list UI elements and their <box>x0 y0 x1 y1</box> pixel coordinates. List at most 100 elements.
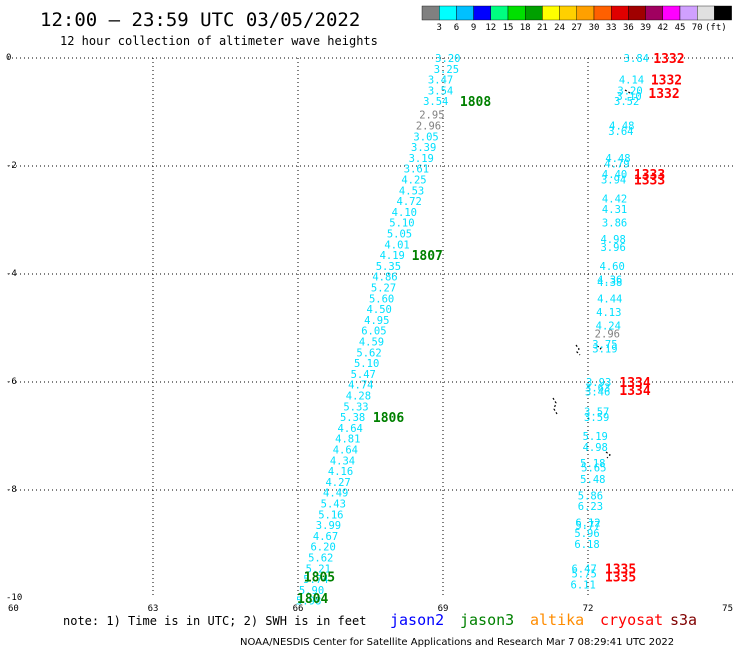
wave-height-value: 4.10 <box>392 207 417 219</box>
wave-height-value: 3.96 <box>600 242 625 254</box>
x-tick-label: 69 <box>438 604 449 614</box>
legend-tick-label: 6 <box>454 23 459 33</box>
wave-height-value: 6.20 <box>310 542 335 554</box>
y-tick-label: 0 <box>6 53 11 63</box>
pass-number-label: 1332 <box>653 52 684 67</box>
wave-height-value: 6.47 <box>571 563 596 575</box>
satellite-legend: jason2 jason3 altika cryosat s3a <box>390 611 697 629</box>
x-tick-label: 60 <box>8 604 19 614</box>
wave-height-value: 5.74 <box>303 574 328 586</box>
legend-swatch <box>662 5 681 21</box>
wave-height-value: 4.98 <box>583 442 608 454</box>
wave-height-value: 3.39 <box>411 142 436 154</box>
legend-swatch <box>645 5 663 21</box>
wave-height-value: 3.25 <box>434 64 459 76</box>
wave-height-value: 5.75 <box>571 569 596 581</box>
wave-height-value: 5.27 <box>371 283 396 295</box>
legend-tick-label: 12 <box>485 23 496 33</box>
coastline-mark <box>624 89 631 94</box>
pass-number-label: 1334 <box>619 376 650 391</box>
satellite-name: cryosat <box>600 611 663 629</box>
wave-height-value: 4.59 <box>359 337 384 349</box>
wave-height-value: 4.67 <box>313 531 338 543</box>
wave-height-value: 5.10 <box>389 218 414 230</box>
wave-height-value: 4.16 <box>328 466 353 478</box>
wave-height-value: 5.33 <box>343 401 368 413</box>
wave-height-value: 3.54 <box>423 96 448 108</box>
plot-area: 60 63 66 69 72 750-2-4-6-8-103.203.253.473.54… <box>6 52 733 614</box>
wave-height-value: 5.43 <box>321 499 346 511</box>
wave-height-value: 5.90 <box>299 585 324 597</box>
wave-height-value: 6.12 <box>575 517 600 529</box>
wave-height-value: 3.64 <box>608 126 633 138</box>
wave-height-value: 4.64 <box>333 445 358 457</box>
wave-height-value: 4.28 <box>346 391 371 403</box>
satellite-name: s3a <box>670 611 697 629</box>
wave-height-value: 3.05 <box>413 131 438 143</box>
wave-height-value: 5.38 <box>340 412 365 424</box>
legend-swatch <box>628 5 646 21</box>
legend-tick-label: 70 <box>692 23 703 33</box>
wave-height-value: 3.99 <box>316 520 341 532</box>
y-tick-label: -10 <box>6 593 22 603</box>
legend-tick-label: 45 <box>675 23 686 33</box>
wave-height-value: 4.40 <box>602 169 627 181</box>
wave-height-value: 4.49 <box>323 488 348 500</box>
pass-number-label: 1333 <box>634 174 665 189</box>
wave-height-value: 3.19 <box>409 153 434 165</box>
satellite-name: jason3 <box>460 611 514 629</box>
pass-number-label: 1332 <box>648 87 679 102</box>
wave-height-value: 5.48 <box>580 474 605 486</box>
wave-height-value: 5.35 <box>376 261 401 273</box>
wave-height-value: 4.53 <box>399 185 424 197</box>
credit-line: NOAA/NESDIS Center for Satellite Applica… <box>240 637 674 648</box>
satellite-name: altika <box>530 611 584 629</box>
wave-height-value: 5.86 <box>578 490 603 502</box>
wave-height-value: 3.20 <box>435 53 460 65</box>
wave-height-value: 5.60 <box>369 293 394 305</box>
pass-number-label: 1808 <box>460 95 491 110</box>
y-tick-label: -6 <box>6 377 17 387</box>
wave-height-value: 4.34 <box>330 455 355 467</box>
legend-swatch <box>473 5 492 21</box>
legend-tick-label: 42 <box>657 23 668 33</box>
wave-height-value: 4.19 <box>380 250 405 262</box>
wave-height-value: 5.77 <box>575 520 600 532</box>
legend-tick-label: 33 <box>606 23 617 33</box>
wave-height-value: 4.01 <box>384 239 409 251</box>
legend-tick-label: 24 <box>554 23 565 33</box>
wave-height-value: 4.50 <box>367 304 392 316</box>
wave-height-value: 3.86 <box>602 218 627 230</box>
x-tick-label: 72 <box>583 604 594 614</box>
wave-height-value: 5.62 <box>308 553 333 565</box>
wave-height-value: 2.96 <box>595 328 620 340</box>
y-tick-label: -8 <box>6 485 17 495</box>
y-tick-label: -2 <box>6 161 17 171</box>
wave-height-value: 3.84 <box>624 53 649 65</box>
color-legend: 3 6 9 12 15 18 21 24 27 30 33 36 39 42 45 70 <box>421 5 732 33</box>
chart-title: 12:00 – 23:59 UTC 03/05/2022 <box>40 9 360 31</box>
wave-height-value: 5.47 <box>351 369 376 381</box>
wave-height-value: 3.94 <box>601 175 626 187</box>
wave-height-value: 3.52 <box>614 96 639 108</box>
satellite-name: jason2 <box>390 611 444 629</box>
wave-height-value: 4.79 <box>604 158 629 170</box>
wave-height-value: 3.54 <box>428 85 453 97</box>
wave-height-value: 4.25 <box>401 175 426 187</box>
pass-number-label: 1334 <box>619 384 650 399</box>
coastline-mark <box>575 344 581 356</box>
wave-height-value: 4.38 <box>597 277 622 289</box>
legend-swatch <box>542 5 560 21</box>
wave-height-value: 3.61 <box>404 164 429 176</box>
wave-height-value: 4.31 <box>602 204 627 216</box>
wave-height-value: 3.57 <box>584 407 609 419</box>
footnote: note: 1) Time is in UTC; 2) SWH is in fe… <box>63 614 366 628</box>
wave-height-value: 5.18 <box>580 458 605 470</box>
legend-swatch <box>490 5 509 21</box>
legend-swatch <box>456 5 474 21</box>
wave-height-value: 3.47 <box>428 75 453 87</box>
wave-height-value: 4.95 <box>364 315 389 327</box>
wave-height-value: 2.95 <box>419 110 444 122</box>
legend-swatch <box>525 5 543 21</box>
